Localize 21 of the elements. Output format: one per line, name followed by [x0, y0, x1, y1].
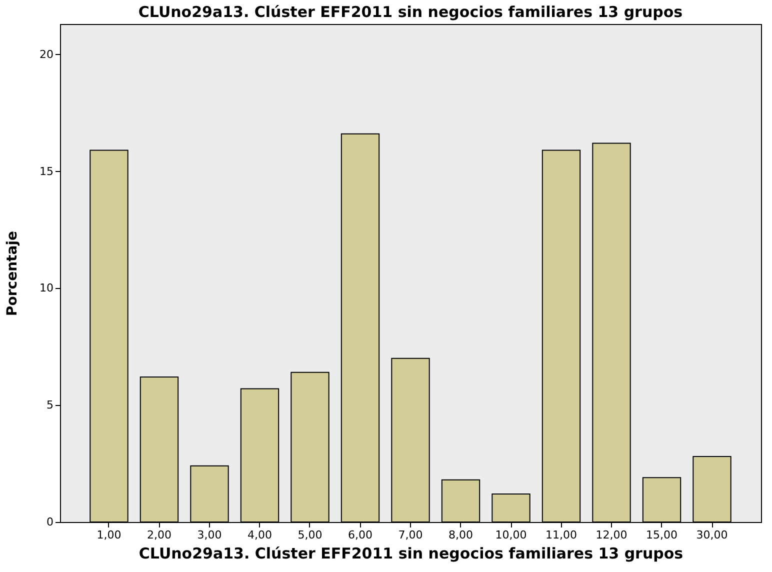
x-tick-label: 4,00	[247, 528, 272, 542]
y-tick-label: 20	[40, 48, 54, 61]
x-tick-label: 30,00	[696, 528, 728, 542]
x-tick-label: 1,00	[96, 528, 122, 542]
x-tick-label: 12,00	[596, 528, 628, 542]
x-tick-label: 8,00	[448, 528, 473, 542]
y-tick-label: 10	[40, 282, 54, 295]
x-tick-label: 15,00	[646, 528, 678, 542]
x-tick-label: 10,00	[495, 528, 527, 542]
y-axis-title: Porcentaje	[4, 231, 21, 316]
x-tick-label: 11,00	[546, 528, 578, 542]
x-tick-label: 6,00	[348, 528, 372, 542]
x-tick-label: 2,00	[146, 528, 172, 542]
x-tick-label: 7,00	[398, 528, 423, 542]
chart-title: CLUno29a13. Clúster EFF2011 sin negocios familiares 13 grupos	[138, 3, 683, 21]
x-axis-title: CLUno29a13. Clúster EFF2011 sin negocios familiares 13 grupos	[138, 544, 684, 562]
y-tick-label: 0	[46, 516, 54, 528]
y-tick-label: 5	[46, 398, 54, 412]
x-tick-label: 3,00	[197, 528, 222, 542]
x-tick-label: 5,00	[298, 528, 322, 542]
y-tick-label: 15	[40, 164, 54, 178]
